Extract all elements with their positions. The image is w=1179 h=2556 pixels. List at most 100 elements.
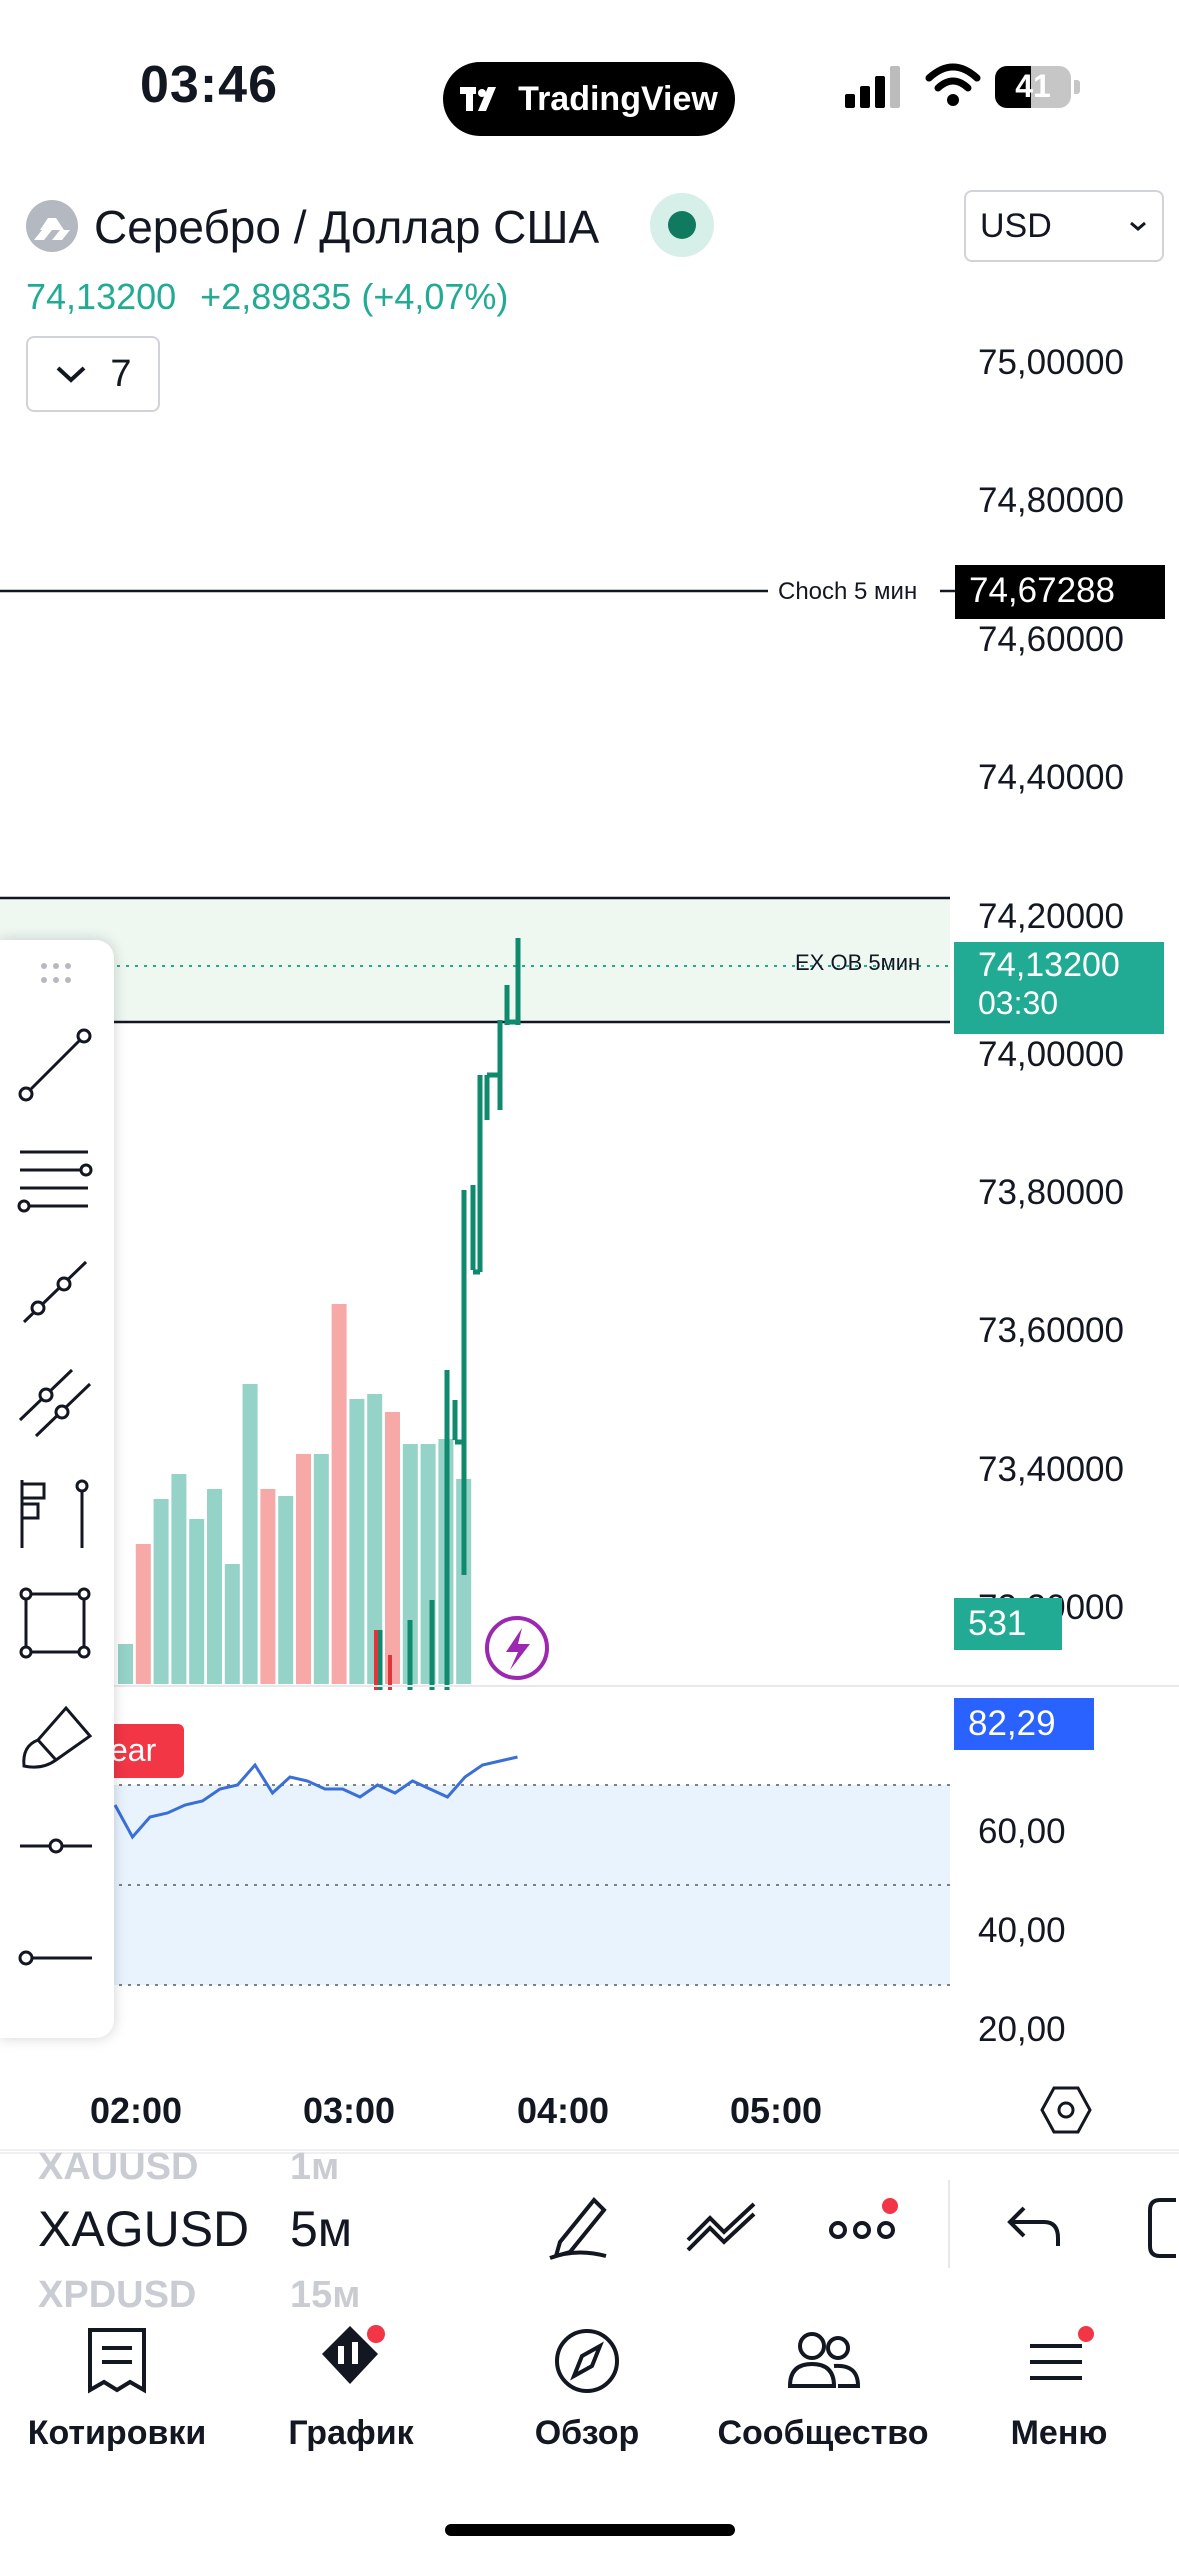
drawing-toolbar (0, 940, 114, 2038)
chevron-down-icon (1130, 221, 1146, 231)
volume-bar (189, 1519, 205, 1684)
undo-icon[interactable] (1006, 2200, 1064, 2250)
fib-retracement-icon[interactable] (16, 1140, 96, 1220)
volume-bar (153, 1499, 169, 1684)
silver-symbol-icon (26, 200, 78, 252)
nav-chart[interactable]: График (288, 2414, 414, 2452)
tradingview-logo-icon (460, 87, 497, 111)
tradingview-pill[interactable]: TradingView (443, 62, 735, 136)
time-axis-label: 02:00 (90, 2090, 183, 2131)
bar-countdown: 03:30 (978, 985, 1059, 1021)
chart-nav-icon[interactable] (316, 2320, 394, 2398)
indicator-tag[interactable]: ear (104, 1724, 184, 1778)
more-options-icon[interactable] (826, 2196, 904, 2256)
home-indicator (445, 2524, 735, 2536)
lightning-icon (506, 1628, 530, 1670)
price-axis-label: 74,60000 (978, 620, 1124, 659)
choch-price-tag: 74,67288 (955, 565, 1165, 619)
signal-icon (845, 66, 900, 108)
nav-explore[interactable]: Обзор (534, 2414, 640, 2452)
brush-icon[interactable] (16, 1696, 96, 1776)
last-price: 74,13200 (26, 276, 177, 317)
volume-bar (207, 1489, 222, 1684)
indicators-toggle-button[interactable]: 7 (26, 336, 160, 412)
volume-bar (296, 1454, 311, 1684)
choch-line-label: Choch 5 мин (778, 578, 918, 605)
quotes-nav-icon[interactable] (84, 2326, 150, 2400)
nav-menu[interactable]: Меню (1010, 2414, 1108, 2452)
battery-icon: 41 (995, 66, 1081, 108)
volume-bar (456, 1479, 472, 1684)
nav-quotes[interactable]: Котировки (27, 2414, 207, 2452)
currency-value: USD (980, 206, 1052, 245)
indicators-icon[interactable] (684, 2196, 760, 2256)
draw-pen-icon[interactable] (546, 2190, 612, 2262)
chart-settings-icon[interactable] (1040, 2086, 1092, 2134)
volume-bar (349, 1399, 365, 1684)
horizontal-ray-icon[interactable] (16, 1918, 96, 1998)
live-dot-icon (668, 211, 696, 239)
price-axis-label: 73,60000 (978, 1311, 1124, 1350)
chevron-down-icon (57, 366, 86, 383)
drag-handle-icon[interactable] (16, 954, 96, 994)
time-axis-label: 04:00 (517, 2090, 610, 2131)
community-nav-icon[interactable] (786, 2326, 862, 2392)
rsi-value-tag: 82,29 (954, 1698, 1094, 1750)
ob-line-label: EX OB 5мин (795, 950, 921, 975)
order-block-zone (0, 898, 950, 1022)
volume-tag: 531 (954, 1598, 1062, 1650)
indicators-count: 7 (110, 352, 132, 395)
trend-line-icon[interactable] (16, 1026, 96, 1106)
rsi-axis-label: 20,00 (978, 2010, 1066, 2049)
time-axis-label: 03:00 (303, 2090, 396, 2131)
volume-bar (135, 1544, 151, 1684)
rsi-axis-label: 40,00 (978, 1911, 1066, 1950)
interval-option[interactable]: 15м (290, 2274, 361, 2316)
price-axis-label: 74,80000 (978, 481, 1124, 520)
price-axis-label: 74,40000 (978, 758, 1124, 797)
volume-bar (171, 1474, 187, 1684)
volume-bar (313, 1454, 329, 1684)
toolbar-divider (948, 2180, 950, 2268)
price-axis-label: 75,00000 (978, 343, 1124, 382)
battery-level: 41 (1015, 68, 1051, 104)
symbol-picker-current[interactable]: XAGUSD (38, 2201, 250, 2257)
rsi-axis-label: 60,00 (978, 1812, 1066, 1851)
volume-bar (385, 1412, 400, 1684)
price-axis-label: 73,80000 (978, 1173, 1124, 1212)
rectangle-icon[interactable] (16, 1584, 96, 1664)
volume-bar (278, 1496, 294, 1684)
volume-bar (118, 1644, 133, 1684)
horizontal-line-icon[interactable] (16, 1806, 96, 1886)
volume-bar (402, 1444, 418, 1684)
candles (377, 938, 521, 1690)
long-position-icon[interactable] (16, 1474, 96, 1554)
fullscreen-icon[interactable] (1146, 2196, 1179, 2260)
volume-bar (224, 1564, 240, 1684)
market-open-indicator[interactable] (650, 193, 714, 257)
wifi-icon (925, 63, 981, 106)
price-change-line: 74,13200 +2,89835 (+4,07%) (26, 276, 508, 318)
ray-icon[interactable] (16, 1252, 96, 1332)
time-axis-label: 05:00 (730, 2090, 823, 2131)
explore-nav-icon[interactable] (552, 2326, 622, 2396)
currency-select[interactable]: USD (964, 190, 1164, 262)
interval-picker-current[interactable]: 5м (290, 2201, 353, 2257)
down-wicks (374, 1630, 392, 1690)
volume-bar (367, 1394, 383, 1684)
volume-bar (242, 1384, 258, 1684)
nav-community[interactable]: Сообщество (717, 2414, 929, 2452)
current-price-tag: 74,13200 03:30 (954, 942, 1164, 1034)
rsi-line (113, 1755, 518, 1840)
symbol-option[interactable]: XPDUSD (38, 2274, 197, 2316)
menu-nav-icon[interactable] (1024, 2324, 1094, 2394)
volume-bars (118, 1304, 472, 1684)
price-axis-label: 73,40000 (978, 1450, 1124, 1489)
interval-option[interactable]: 1м (290, 2146, 340, 2188)
symbol-title[interactable]: Серебро / Доллар США (94, 201, 600, 253)
volume-bar (331, 1304, 347, 1684)
symbol-option[interactable]: XAUUSD (38, 2146, 199, 2188)
volume-bar (260, 1489, 276, 1684)
channel-icon[interactable] (16, 1362, 96, 1442)
